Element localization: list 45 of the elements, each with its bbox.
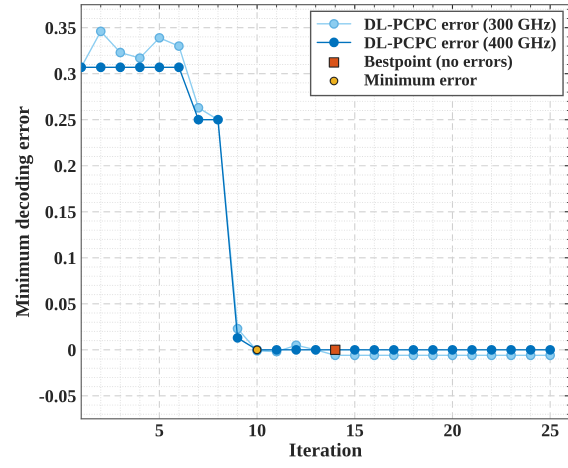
point bbox=[291, 344, 302, 355]
point bbox=[96, 26, 106, 36]
point bbox=[545, 344, 556, 355]
point bbox=[174, 41, 184, 51]
point bbox=[134, 53, 145, 63]
x-tick-label: 5 bbox=[156, 424, 164, 436]
point bbox=[134, 62, 145, 72]
x-tick-label: 25 bbox=[542, 424, 559, 436]
point bbox=[388, 344, 399, 355]
legend-label: DL-PCPC error (400 GHz) bbox=[364, 36, 556, 52]
y-tick-label: 0.1 bbox=[54, 252, 76, 264]
y-tick-label: 0.15 bbox=[45, 206, 76, 218]
y-axis-title: Minimum decoding error bbox=[15, 106, 34, 318]
y-tick-label: 0.35 bbox=[45, 22, 76, 34]
point bbox=[467, 344, 477, 355]
y-tick-label: 0 bbox=[68, 344, 76, 356]
point bbox=[154, 62, 164, 72]
legend-label: Minimum error bbox=[364, 74, 477, 86]
point bbox=[526, 344, 536, 355]
point bbox=[115, 48, 126, 58]
point bbox=[154, 32, 164, 43]
y-tick-label: 0.3 bbox=[54, 68, 76, 80]
legend-label: DL-PCPC error (300 GHz) bbox=[364, 18, 556, 34]
point bbox=[115, 62, 126, 72]
x-axis-title: Iteration bbox=[289, 442, 362, 457]
y-tick-label: 0.25 bbox=[45, 114, 76, 126]
point bbox=[506, 344, 516, 355]
x-tick-label: 10 bbox=[249, 424, 266, 436]
point bbox=[408, 344, 418, 355]
x-tick-label: 20 bbox=[444, 424, 461, 436]
point bbox=[174, 62, 184, 72]
x-tick-label: 15 bbox=[347, 424, 364, 436]
point bbox=[194, 114, 204, 125]
point bbox=[350, 344, 360, 355]
y-tick-label: 0.05 bbox=[45, 298, 76, 310]
point bbox=[232, 333, 242, 343]
point bbox=[194, 102, 204, 113]
y-tick-label: -0.05 bbox=[39, 390, 76, 402]
point bbox=[96, 62, 106, 72]
point bbox=[428, 344, 438, 355]
legend-label: Bestpoint (no errors) bbox=[364, 55, 512, 70]
point bbox=[448, 344, 458, 355]
point bbox=[369, 344, 380, 355]
y-tick-label: 0.2 bbox=[54, 160, 76, 172]
point bbox=[486, 344, 496, 355]
